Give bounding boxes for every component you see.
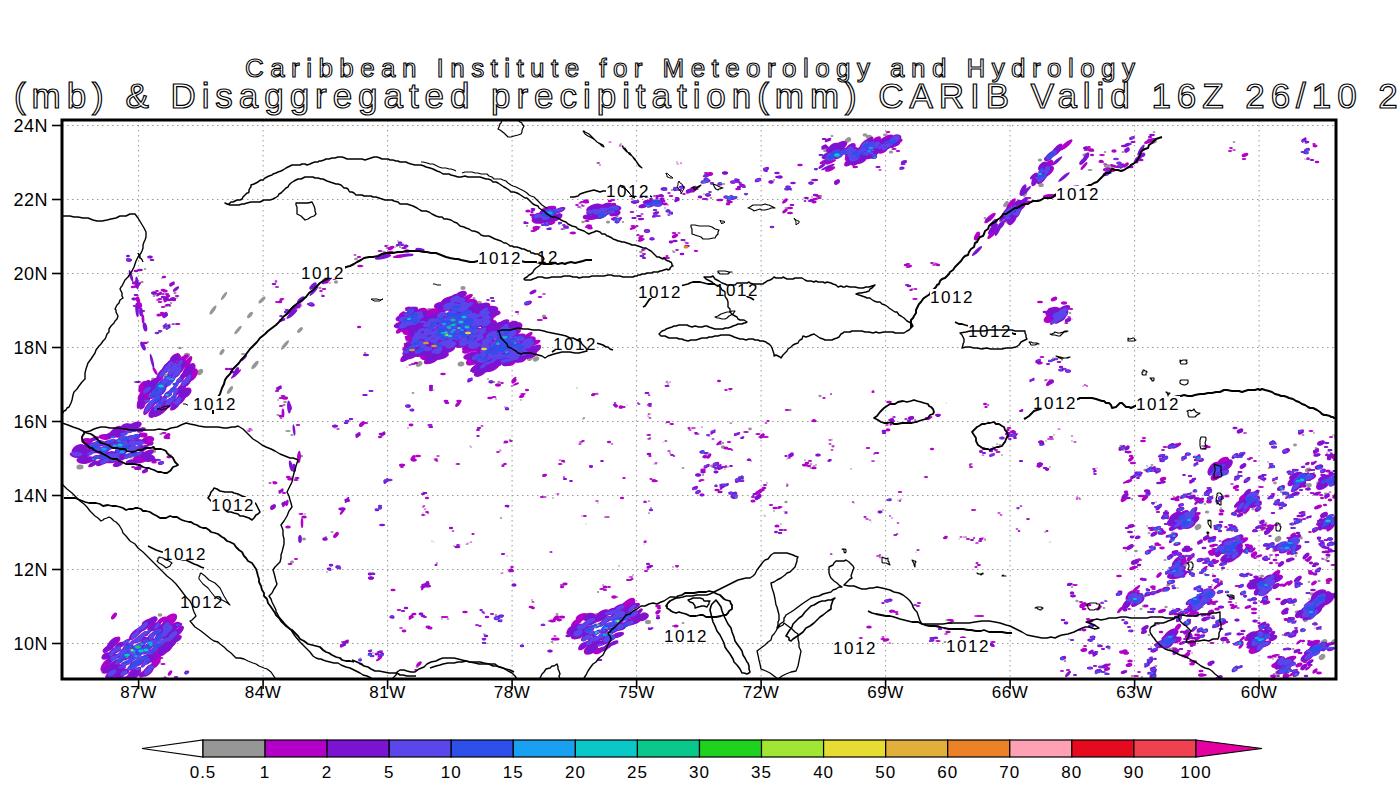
svg-text:1012: 1012 [193,395,237,414]
svg-text:81W: 81W [369,683,405,702]
svg-text:1012: 1012 [301,264,345,283]
svg-text:69W: 69W [867,683,903,702]
svg-text:1012: 1012 [553,335,597,354]
svg-text:1012: 1012 [930,288,974,307]
svg-text:10: 10 [441,763,462,782]
svg-text:5: 5 [384,763,394,782]
svg-text:2: 2 [322,763,332,782]
svg-text:35: 35 [751,763,772,782]
svg-text:75W: 75W [618,683,654,702]
svg-text:1012: 1012 [1033,394,1077,413]
svg-text:78W: 78W [494,683,530,702]
svg-text:30: 30 [689,763,710,782]
svg-text:40: 40 [813,763,834,782]
svg-text:20: 20 [565,763,586,782]
svg-text:50: 50 [875,763,896,782]
svg-text:10N: 10N [13,634,48,654]
svg-text:1012: 1012 [180,593,224,612]
svg-text:70: 70 [999,763,1020,782]
svg-text:1012: 1012 [638,283,682,302]
svg-text:18N: 18N [13,338,48,358]
svg-text:1012: 1012 [211,496,255,515]
svg-text:24N: 24N [13,116,48,136]
svg-text:0.5: 0.5 [190,763,217,782]
svg-text:72W: 72W [743,683,779,702]
svg-text:1: 1 [260,763,270,782]
svg-text:1012: 1012 [1136,395,1180,414]
svg-text:1012: 1012 [833,639,877,658]
svg-text:(mb) & Disaggregated precipita: (mb) & Disaggregated precipitation(mm) C… [14,76,1400,115]
svg-text:66W: 66W [992,683,1028,702]
svg-text:1012: 1012 [664,627,708,646]
svg-text:60W: 60W [1241,683,1277,702]
svg-text:15: 15 [503,763,524,782]
svg-text:87W: 87W [120,683,156,702]
svg-text:25: 25 [627,763,648,782]
svg-text:1012: 1012 [163,545,207,564]
svg-text:1012: 1012 [1056,185,1100,204]
svg-text:1012: 1012 [946,637,990,656]
svg-text:14N: 14N [13,486,48,506]
svg-text:1012: 1012 [478,249,522,268]
svg-text:90: 90 [1123,763,1144,782]
svg-text:63W: 63W [1116,683,1152,702]
svg-text:80: 80 [1061,763,1082,782]
svg-text:100: 100 [1180,763,1211,782]
svg-text:20N: 20N [13,264,48,284]
svg-text:84W: 84W [245,683,281,702]
svg-text:16N: 16N [13,412,48,432]
svg-text:12N: 12N [13,560,48,580]
svg-text:22N: 22N [13,190,48,210]
svg-text:60: 60 [937,763,958,782]
